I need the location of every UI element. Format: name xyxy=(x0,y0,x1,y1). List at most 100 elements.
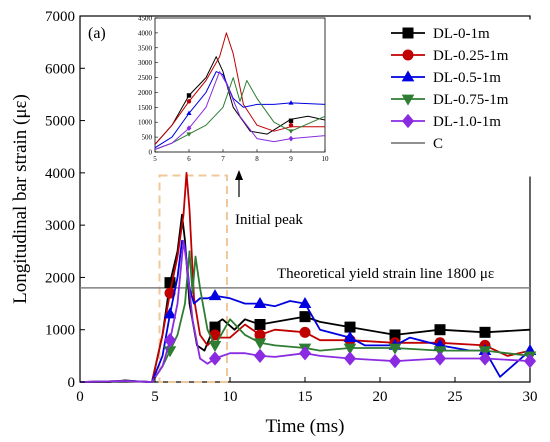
y-tick-label: 6000 xyxy=(45,61,75,77)
legend-label: C xyxy=(433,136,443,152)
data-point xyxy=(186,125,192,132)
data-point xyxy=(253,296,267,308)
y-tick-label: 3000 xyxy=(45,218,75,234)
data-point xyxy=(479,326,491,338)
inset-x-tick-label: 7 xyxy=(221,155,225,163)
inset-y-tick-label: 0 xyxy=(149,149,153,157)
inset-y-tick-label: 2500 xyxy=(138,74,153,82)
y-tick-label: 1000 xyxy=(45,323,75,339)
data-point xyxy=(402,49,414,61)
data-point xyxy=(401,113,415,129)
inset-y-tick-label: 2000 xyxy=(138,89,153,97)
legend-label: DL-0.75-1m xyxy=(433,92,509,108)
inset-series-line xyxy=(155,71,325,149)
data-point xyxy=(186,132,192,137)
y-tick-label: 7000 xyxy=(45,9,75,25)
data-point xyxy=(433,351,447,366)
inset-x-tick-label: 9 xyxy=(289,155,293,163)
data-point xyxy=(288,135,294,142)
data-point xyxy=(388,343,402,355)
x-tick-label: 10 xyxy=(223,389,238,405)
data-point xyxy=(402,27,414,39)
axes-layer: 0 5 10 15 20 25 300100020003000400050006000700… xyxy=(45,9,538,405)
data-point xyxy=(298,296,312,308)
data-point xyxy=(288,100,294,105)
data-point xyxy=(344,321,356,333)
x-tick-label: 0 xyxy=(76,389,84,405)
data-point xyxy=(209,321,221,333)
data-point xyxy=(478,351,492,366)
legend-label: DL-1.0-1m xyxy=(433,114,501,130)
inset-chart: 5 6 7 8 9 10 0 500 1000 1500 2000 2500 3000 3500 4000 4… xyxy=(138,15,330,164)
legend: DL-0-1m DL-0.25-1m DL-0.5-1m DL-0.75-1m DL-1… xyxy=(384,19,536,177)
data-point xyxy=(401,94,415,106)
legend-label: DL-0.25-1m xyxy=(433,48,509,64)
inset-series-DL-0.75-1m xyxy=(155,77,325,150)
data-point xyxy=(288,123,294,128)
data-point xyxy=(401,70,415,82)
inset-series-line xyxy=(155,77,325,150)
inset-x-tick-label: 6 xyxy=(187,155,191,163)
inset-y-tick-label: 4500 xyxy=(138,15,153,23)
inset-y-tick-label: 3000 xyxy=(138,59,153,67)
initial-peak-box xyxy=(158,174,228,383)
data-point xyxy=(288,129,294,134)
data-point xyxy=(186,93,192,98)
x-axis-title: Time (ms) xyxy=(265,416,344,437)
data-point xyxy=(186,99,192,104)
data-point xyxy=(253,348,267,364)
data-point xyxy=(434,324,446,336)
data-point xyxy=(299,311,311,323)
arrow-head xyxy=(235,170,243,180)
data-point xyxy=(343,351,357,366)
yield-line-label: Theoretical yield strain line 1800 με xyxy=(277,266,494,282)
data-point xyxy=(208,351,222,366)
inset-series-DL-1.0-1m xyxy=(155,71,325,150)
inset-y-tick-label: 4000 xyxy=(138,29,153,37)
data-point xyxy=(164,277,176,289)
x-tick-label: 15 xyxy=(298,389,313,405)
inset-x-tick-label: 8 xyxy=(255,155,259,163)
data-point xyxy=(254,329,266,341)
data-point xyxy=(343,343,357,355)
inset-x-tick-label: 5 xyxy=(153,155,157,163)
data-point xyxy=(299,326,311,338)
data-point xyxy=(163,333,177,348)
data-point xyxy=(253,338,267,350)
data-point xyxy=(298,346,312,361)
y-tick-label: 0 xyxy=(68,375,76,391)
data-point xyxy=(186,110,192,116)
initial-peak-label: Initial peak xyxy=(235,212,303,228)
legend-label: DL-0.5-1m xyxy=(433,70,501,86)
data-point xyxy=(208,341,222,352)
series-DL-1.0-1m xyxy=(79,239,537,383)
y-axis-title: Longitudinal bar strain (με) xyxy=(10,94,31,304)
y-tick-label: 2000 xyxy=(45,270,75,286)
series-line xyxy=(79,239,531,383)
y-tick-label: 4000 xyxy=(45,166,75,182)
data-point xyxy=(164,287,176,299)
panel-label: (a) xyxy=(88,25,106,42)
data-point xyxy=(254,318,266,330)
x-tick-label: 5 xyxy=(151,389,159,405)
x-tick-label: 30 xyxy=(523,389,538,405)
data-point xyxy=(163,307,177,319)
data-point xyxy=(208,289,222,301)
x-tick-label: 20 xyxy=(373,389,388,405)
y-tick-label: 5000 xyxy=(45,114,75,130)
inset-series-DL-0.5-1m xyxy=(155,71,325,149)
legend-label: DL-0-1m xyxy=(433,26,490,42)
x-tick-label: 25 xyxy=(448,389,463,405)
inset-series-DL-0.25-1m xyxy=(155,32,325,146)
inset-y-tick-label: 500 xyxy=(142,134,153,142)
inset-y-tick-label: 1500 xyxy=(138,104,153,112)
inset-y-tick-label: 3500 xyxy=(138,44,153,52)
data-point xyxy=(343,330,357,342)
data-point xyxy=(288,118,294,123)
data-point xyxy=(388,353,402,369)
data-point xyxy=(389,329,401,341)
data-point xyxy=(523,353,537,369)
inset-x-tick-label: 10 xyxy=(322,155,330,163)
inset-y-tick-label: 1000 xyxy=(138,119,153,127)
